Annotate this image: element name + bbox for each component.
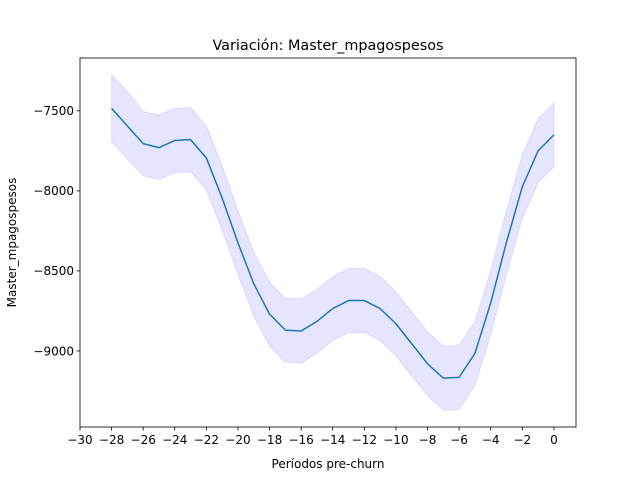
data-point [237, 242, 239, 244]
y-tick-label: −8000 [33, 184, 74, 198]
y-tick-label: −8500 [33, 264, 74, 278]
data-point [553, 134, 555, 136]
data-point [268, 313, 270, 315]
data-point [284, 329, 286, 331]
data-point [490, 302, 492, 304]
data-point [442, 377, 444, 379]
x-tick-label: −20 [225, 433, 250, 447]
data-point [205, 157, 207, 159]
x-tick-label: −6 [450, 433, 468, 447]
data-point [537, 150, 539, 152]
x-tick-label: −2 [513, 433, 531, 447]
series-line [111, 107, 555, 379]
x-tick-label: −24 [162, 433, 187, 447]
x-tick-label: −8 [419, 433, 437, 447]
x-tick-label: −30 [67, 433, 92, 447]
y-axis-ticks: −9000 −8500 −8000 −7500 [33, 104, 80, 358]
data-point [110, 107, 112, 109]
data-point [363, 299, 365, 301]
data-point [458, 376, 460, 378]
axes-frame [79, 57, 577, 428]
plot-layer [110, 73, 555, 411]
data-point [174, 139, 176, 141]
x-tick-label: −18 [257, 433, 282, 447]
chart-title: Variación: Master_mpagospesos [212, 38, 443, 54]
y-tick-label: −9000 [33, 344, 74, 358]
x-tick-label: −4 [482, 433, 500, 447]
x-tick-label: −16 [288, 433, 313, 447]
data-point [316, 320, 318, 322]
x-tick-label: −12 [352, 433, 377, 447]
y-tick-label: −7500 [33, 104, 74, 118]
y-axis-label: Master_mpagospesos [5, 178, 19, 308]
data-point [158, 146, 160, 148]
data-point [505, 241, 507, 243]
data-point [474, 352, 476, 354]
data-point [126, 125, 128, 127]
data-point [379, 307, 381, 309]
x-tick-label: −28 [99, 433, 124, 447]
data-point [253, 283, 255, 285]
data-point [300, 330, 302, 332]
data-point [411, 343, 413, 345]
data-point [347, 299, 349, 301]
x-tick-label: −22 [194, 433, 219, 447]
x-tick-label: −14 [320, 433, 345, 447]
data-point [221, 197, 223, 199]
data-point [332, 307, 334, 309]
data-point [426, 363, 428, 365]
x-tick-label: 0 [550, 433, 558, 447]
data-point [395, 323, 397, 325]
confidence-band [111, 73, 555, 411]
x-tick-label: −26 [131, 433, 156, 447]
data-point [521, 186, 523, 188]
x-axis-label: Períodos pre-churn [272, 457, 385, 471]
data-point [189, 138, 191, 140]
data-point [142, 142, 144, 144]
x-axis-ticks: −30 −28 −26 −24 −22 −20 −18 −16 −14 −12 −10 −8 −6 −4−… [67, 427, 558, 447]
x-tick-label: −10 [383, 433, 408, 447]
